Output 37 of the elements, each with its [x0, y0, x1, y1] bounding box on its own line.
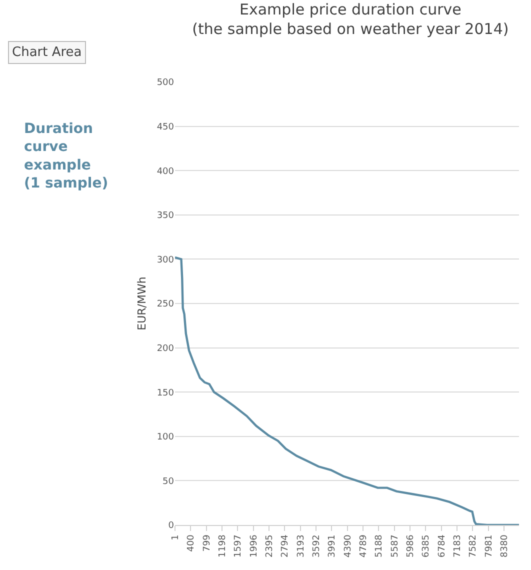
x-tick-label: 3991	[328, 534, 338, 558]
x-tick-label: 3592	[312, 534, 322, 558]
x-tick-label: 6784	[437, 534, 448, 558]
y-tick-label: 100	[156, 432, 174, 443]
x-tick-label: 5986	[406, 534, 416, 558]
y-tick-label: 350	[156, 211, 174, 222]
x-tick-label: 6385	[422, 534, 432, 558]
x-tick-label: 1597	[234, 534, 244, 558]
y-tick-label: 450	[156, 122, 174, 132]
x-tick-label: 5587	[390, 534, 400, 558]
x-tick-label: 400	[186, 534, 197, 552]
y-tick-label: 500	[156, 78, 174, 88]
text: Duration curve example (1 sample)	[24, 121, 108, 192]
x-tick-label: 5188	[374, 534, 385, 558]
text: Chart Area	[12, 45, 82, 60]
y-tick-label: 50	[162, 476, 174, 487]
y-tick-label: 0	[168, 521, 174, 532]
x-tick-label: 1	[170, 534, 181, 540]
x-tick-label: 8380	[500, 534, 510, 558]
x-tick-label: 4789	[358, 534, 369, 558]
y-tick-label: 150	[156, 388, 174, 398]
chart-title: Example price duration curve (the sample based on weather year 2014)	[192, 0, 509, 38]
x-tick-label: 799	[202, 534, 212, 552]
x-tick-label: 4390	[343, 534, 354, 558]
x-tick-label: 2395	[264, 534, 275, 558]
x-tick-label: 7183	[452, 534, 463, 558]
y-tick-label: 250	[156, 300, 174, 310]
x-tick-label: 7981	[484, 534, 494, 558]
y-tick-label: 300	[156, 255, 174, 266]
y-axis-title: EUR/MWh	[135, 276, 148, 330]
x-tick-label: 2794	[280, 534, 291, 558]
y-tick-label: 400	[156, 166, 174, 177]
x-tick-label: 3193	[296, 534, 306, 558]
x-tick-label: 1996	[249, 534, 260, 558]
x-tick-label: 7582	[468, 534, 479, 558]
x-tick-label: 1198	[218, 534, 228, 558]
y-tick-label: 200	[156, 344, 174, 354]
